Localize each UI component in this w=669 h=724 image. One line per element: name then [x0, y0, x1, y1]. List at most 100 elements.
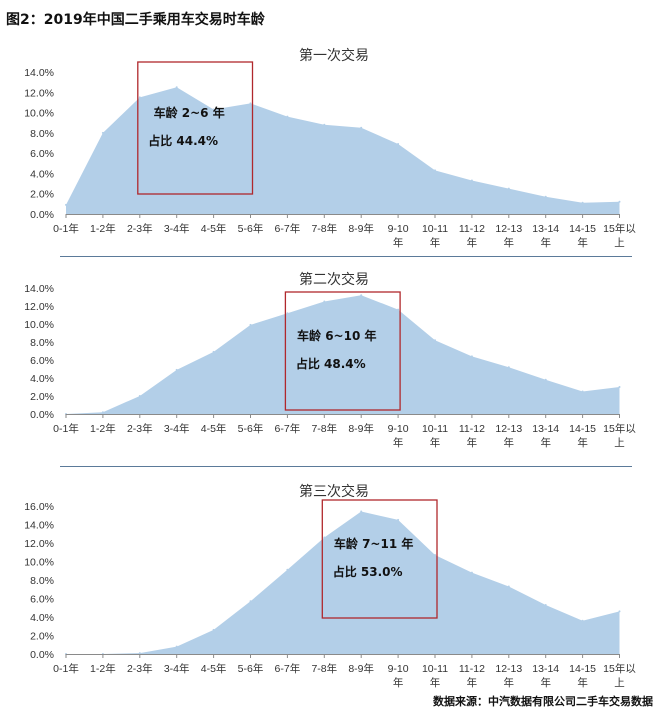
y-tick-label: 12.0% — [24, 538, 54, 550]
x-tick-label: 5-6年 — [238, 222, 264, 235]
x-tick-label: 1-2年 — [90, 222, 116, 235]
data-point — [470, 355, 473, 358]
data-point — [544, 195, 547, 198]
x-tick-label: 4-5年 — [201, 222, 227, 235]
data-point — [101, 411, 104, 414]
y-tick-label: 2.0% — [30, 631, 54, 643]
data-point — [286, 115, 289, 118]
data-point — [360, 294, 363, 297]
x-tick-label: 13-14 年 — [532, 663, 559, 688]
x-tick-label: 2-3年 — [127, 662, 153, 675]
area-chart-third-trade: 第三次交易 0.0% 2.0% 4.0% 6.0% 8.0% 10.0% 12.0% 14.0%… — [24, 483, 636, 688]
area-chart-second-trade: 第二次交易 0.0% 2.0% 4.0% 6.0% 8.0% 10.0% 12.0% 14.0%… — [24, 271, 636, 449]
data-point — [138, 652, 141, 655]
chart-panel-second-trade: 第二次交易 0.0% 2.0% 4.0% 6.0% 8.0% 10.0% 12.0% 14.0%… — [0, 264, 669, 464]
x-tick-label: 0-1年 — [53, 422, 79, 435]
x-tick-label: 11-12 年 — [459, 223, 485, 249]
y-tick-label: 4.0% — [30, 168, 54, 180]
data-point — [249, 102, 252, 105]
data-point — [138, 96, 141, 99]
x-tick-label: 12-13 年 — [495, 423, 522, 449]
chart-title: 第三次交易 — [299, 483, 369, 500]
x-tick-label: 11-12 年 — [459, 663, 485, 688]
y-tick-label: 16.0% — [24, 501, 54, 513]
y-tick-label: 6.0% — [30, 594, 54, 606]
y-tick-label: 6.0% — [30, 355, 54, 367]
y-tick-label: 12.0% — [24, 87, 54, 99]
annotation-age-range: 车龄 7~11 年 — [334, 536, 413, 551]
y-tick-label: 4.0% — [30, 373, 54, 385]
x-tick-label: 8-9年 — [348, 222, 374, 235]
area-series — [66, 87, 620, 214]
x-tick-label: 15年以上 — [603, 422, 636, 449]
y-tick-label: 2.0% — [30, 391, 54, 403]
figure-title: 图2：2019年中国二手乘用车交易时车龄 — [6, 12, 265, 28]
data-point — [360, 126, 363, 129]
chart-title: 第一次交易 — [299, 47, 369, 64]
data-point — [618, 610, 621, 613]
x-tick-label: 11-12 年 — [459, 423, 485, 449]
x-tick-label: 9-10 年 — [388, 423, 409, 449]
data-point — [175, 645, 178, 648]
annotation-share: 占比 53.0% — [333, 564, 403, 579]
data-point — [581, 390, 584, 393]
data-point — [138, 395, 141, 397]
y-tick-label: 14.0% — [24, 67, 54, 79]
data-point — [618, 386, 621, 388]
data-point — [212, 628, 215, 631]
x-tick-label: 1-2年 — [90, 422, 116, 435]
data-point — [286, 312, 289, 315]
x-tick-label: 7-8年 — [311, 222, 337, 235]
x-tick-label: 13-14 年 — [532, 223, 559, 249]
chart-panel-third-trade: 第三次交易 0.0% 2.0% 4.0% 6.0% 8.0% 10.0% 12.0% 14.0%… — [0, 474, 669, 688]
x-tick-label: 7-8年 — [311, 662, 337, 675]
data-point — [544, 378, 547, 381]
panel-divider — [60, 466, 632, 467]
x-tick-label: 13-14 年 — [532, 423, 559, 449]
data-point — [507, 187, 510, 190]
data-point — [544, 604, 547, 606]
data-point — [323, 123, 326, 126]
highlight-box — [284, 291, 401, 411]
data-point — [249, 323, 252, 326]
data-point — [581, 619, 584, 622]
data-point — [397, 518, 400, 521]
data-point — [397, 308, 400, 311]
data-point — [507, 585, 510, 588]
y-tick-label: 0.0% — [30, 409, 54, 421]
y-tick-label: 14.0% — [24, 520, 54, 532]
x-tick-label: 2-3年 — [127, 222, 153, 235]
x-tick-label: 10-11 年 — [422, 663, 448, 688]
y-tick-label: 2.0% — [30, 189, 54, 201]
data-point — [470, 571, 473, 574]
data-point — [286, 568, 289, 571]
y-tick-label: 12.0% — [24, 301, 54, 313]
annotation-share: 占比 48.4% — [296, 356, 366, 371]
x-tick-label: 6-7年 — [275, 662, 301, 675]
x-tick-label: 14-15 年 — [569, 223, 596, 249]
data-point — [360, 510, 363, 513]
data-point — [175, 86, 178, 89]
x-tick-label: 12-13 年 — [495, 223, 522, 249]
data-point — [323, 536, 326, 539]
data-point — [212, 108, 215, 111]
x-tick-label: 12-13 年 — [495, 663, 522, 688]
x-tick-label: 8-9年 — [348, 662, 374, 675]
annotation-share: 占比 44.4% — [148, 133, 218, 148]
data-point — [101, 131, 104, 134]
x-tick-label: 6-7年 — [275, 422, 301, 435]
area-series — [66, 511, 620, 654]
annotation-age-range: 车龄 2~6 年 — [154, 105, 225, 120]
data-point — [323, 300, 326, 303]
x-tick-label: 9-10 年 — [388, 223, 409, 249]
x-tick-label: 10-11 年 — [422, 223, 448, 249]
x-tick-label: 4-5年 — [201, 422, 227, 435]
data-point — [434, 169, 436, 172]
data-point — [397, 143, 400, 145]
y-tick-label: 6.0% — [30, 148, 54, 160]
highlight-box — [137, 61, 254, 195]
x-tick-label: 14-15 年 — [569, 423, 596, 449]
y-tick-label: 4.0% — [30, 612, 54, 624]
x-tick-label: 1-2年 — [90, 662, 116, 675]
annotation-age-range: 车龄 6~10 年 — [297, 328, 376, 343]
